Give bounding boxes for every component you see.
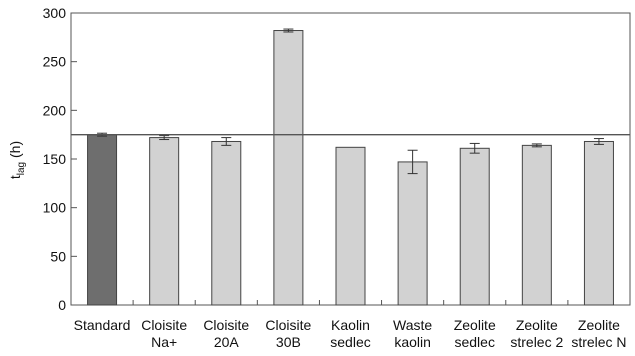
bar <box>459 147 490 306</box>
bar <box>583 140 614 306</box>
x-tick-label: Kaolin sedlec <box>330 317 370 350</box>
x-tick-label: Zeolite sedlec <box>454 317 496 350</box>
x-tick-label-line: Na+ <box>151 334 177 350</box>
bar <box>335 146 366 306</box>
x-tick-label-line: Standard <box>74 317 131 333</box>
y-tick-label: 200 <box>43 102 67 118</box>
x-tick-label-line: Kaolin <box>331 317 370 333</box>
bars-group <box>87 28 614 306</box>
x-tick-label: Zeolite strelec 2 <box>510 317 563 350</box>
x-tick-label-line: kaolin <box>394 334 431 350</box>
y-axis-title-subscript: lag <box>16 162 27 175</box>
x-tick-label-line: Cloisite <box>203 317 249 333</box>
y-tick-label: 150 <box>43 151 67 167</box>
bar <box>521 144 552 306</box>
x-tick-label-line: sedlec <box>454 334 494 350</box>
x-tick-label: Zeolite strelec N <box>571 317 626 350</box>
bar <box>149 137 180 306</box>
bar <box>87 134 118 306</box>
x-tick-label-line: Zeolite <box>454 317 496 333</box>
x-tick-label-line: Waste <box>393 317 432 333</box>
x-tick-label: Waste kaolin <box>393 317 432 350</box>
bar <box>397 161 428 306</box>
x-tick-label: Cloisite Na+ <box>141 317 187 350</box>
y-axis-title-main: t <box>7 175 23 179</box>
x-tick-label: Cloisite 30B <box>265 317 311 350</box>
bar <box>211 140 242 306</box>
y-axis-title: tlag (h) <box>7 141 27 179</box>
x-tick-label-line: Zeolite <box>578 317 620 333</box>
x-tick-label-line: Cloisite <box>141 317 187 333</box>
x-tick-label-line: Cloisite <box>265 317 311 333</box>
x-tick-label: Standard <box>74 317 131 333</box>
y-axis-title-unit: (h) <box>7 141 23 162</box>
x-tick-label-line: 30B <box>276 334 301 350</box>
x-tick-label-line: strelec N <box>571 334 626 350</box>
x-tick-label-line: Zeolite <box>516 317 558 333</box>
x-tick-label-line: strelec 2 <box>510 334 563 350</box>
x-tick-label-line: 20A <box>214 334 240 350</box>
x-tick-label-line: sedlec <box>330 334 370 350</box>
x-tick-label: Cloisite 20A <box>203 317 249 350</box>
y-tick-label: 250 <box>43 54 67 70</box>
y-tick-label: 100 <box>43 200 67 216</box>
bar <box>273 30 304 306</box>
y-tick-label: 0 <box>58 297 66 313</box>
y-tick-label: 300 <box>43 5 67 21</box>
y-tick-label: 50 <box>50 248 66 264</box>
y-axis: 0 50 100 150 200 250 300 <box>43 5 77 313</box>
